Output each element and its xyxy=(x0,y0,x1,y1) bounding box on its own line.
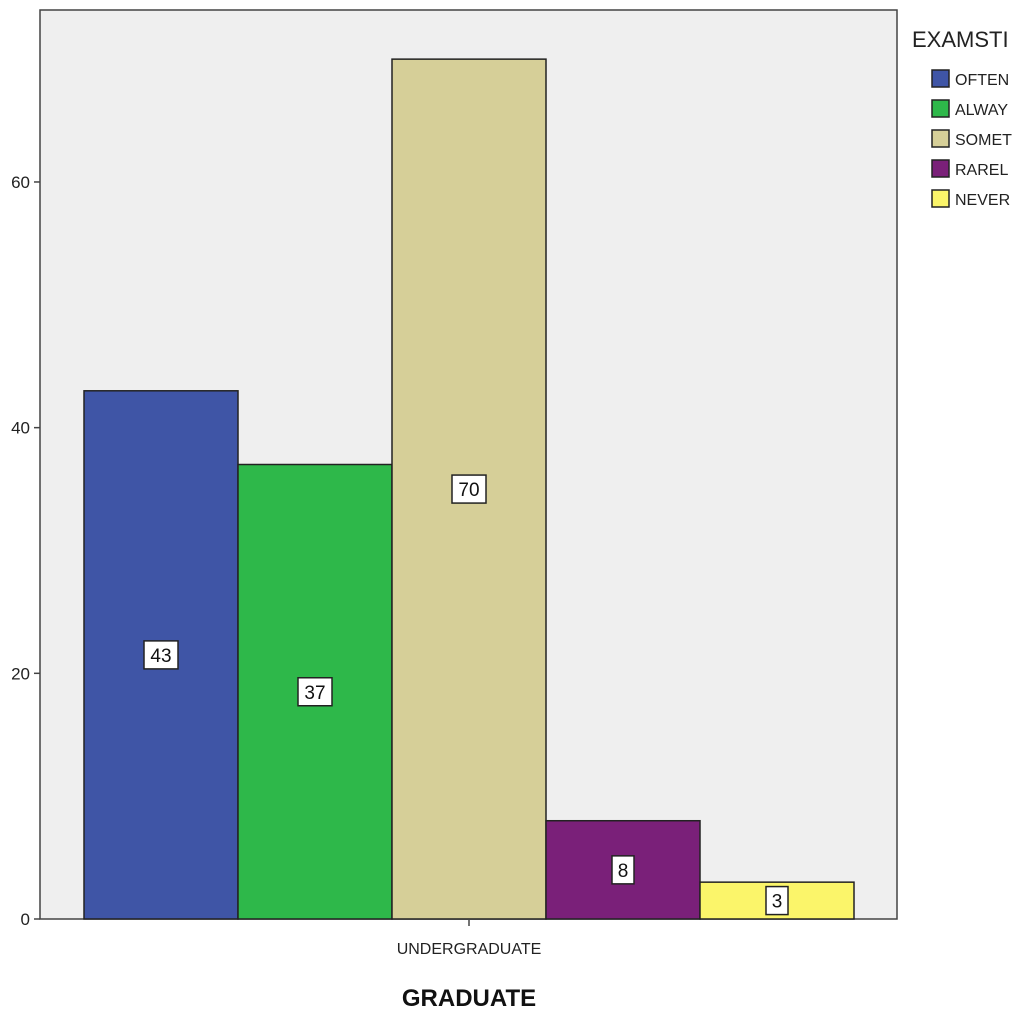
x-axis-label: GRADUATE xyxy=(402,985,536,1012)
legend-swatch-somet xyxy=(931,129,950,148)
data-label: 70 xyxy=(458,480,479,501)
legend-swatch-alway xyxy=(931,99,950,118)
legend-swatch-often xyxy=(931,69,950,88)
data-label: 8 xyxy=(618,861,629,882)
x-axis: UNDERGRADUATE xyxy=(397,919,542,958)
legend-label: NEVER xyxy=(955,192,1010,209)
legend-label: RAREL xyxy=(955,162,1008,179)
legend-title: EXAMSTI xyxy=(912,27,1009,52)
x-tick-label: UNDERGRADUATE xyxy=(397,941,542,958)
y-tick-label: 60 xyxy=(11,173,30,192)
data-label-box xyxy=(297,677,333,707)
data-label: 3 xyxy=(772,892,783,913)
legend-label: OFTEN xyxy=(955,72,1009,89)
data-label: 43 xyxy=(150,646,171,667)
legend-swatch-never xyxy=(931,189,950,208)
y-tick-label: 40 xyxy=(11,419,30,438)
data-label-box xyxy=(765,885,789,916)
data-label: 37 xyxy=(304,683,325,704)
legend-swatch-rarel xyxy=(931,159,950,178)
legend-label: ALWAY xyxy=(955,102,1008,119)
data-label-box xyxy=(143,640,179,670)
legend-label: SOMET xyxy=(955,132,1012,149)
data-labels-group: 43 37 70 8 3 xyxy=(143,474,789,916)
legend: EXAMSTI OFTEN ALWAY SOMET RAREL NEVER xyxy=(912,27,1012,209)
data-label-box xyxy=(611,855,635,885)
y-axis: 0 20 40 60 xyxy=(11,173,40,929)
y-tick-label: 0 xyxy=(21,910,30,929)
y-tick-label: 20 xyxy=(11,664,30,683)
data-label-box xyxy=(451,474,487,504)
